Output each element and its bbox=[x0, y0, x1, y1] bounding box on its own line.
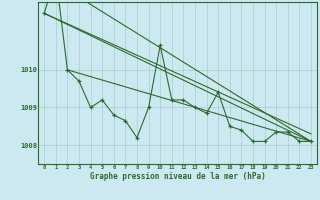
X-axis label: Graphe pression niveau de la mer (hPa): Graphe pression niveau de la mer (hPa) bbox=[90, 172, 266, 181]
